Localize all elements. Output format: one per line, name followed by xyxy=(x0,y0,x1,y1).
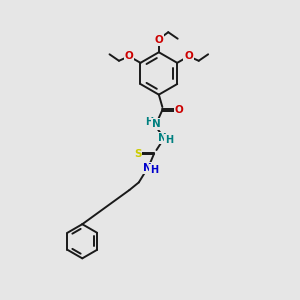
Text: O: O xyxy=(125,51,134,62)
Text: S: S xyxy=(134,148,141,158)
Text: N: N xyxy=(158,133,167,143)
Text: H: H xyxy=(150,165,158,175)
Text: N: N xyxy=(143,163,152,173)
Text: H: H xyxy=(165,135,173,145)
Text: N: N xyxy=(152,119,160,129)
Text: O: O xyxy=(175,105,184,115)
Text: O: O xyxy=(184,51,193,62)
Text: O: O xyxy=(154,35,163,45)
Text: H: H xyxy=(145,117,154,127)
